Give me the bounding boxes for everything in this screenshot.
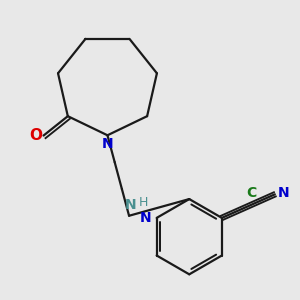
Text: N: N (102, 137, 113, 151)
Text: O: O (29, 128, 42, 143)
Text: H: H (139, 196, 148, 209)
Text: N: N (125, 198, 136, 212)
Text: C: C (246, 186, 256, 200)
Text: N: N (140, 211, 152, 225)
Text: N: N (278, 186, 290, 200)
